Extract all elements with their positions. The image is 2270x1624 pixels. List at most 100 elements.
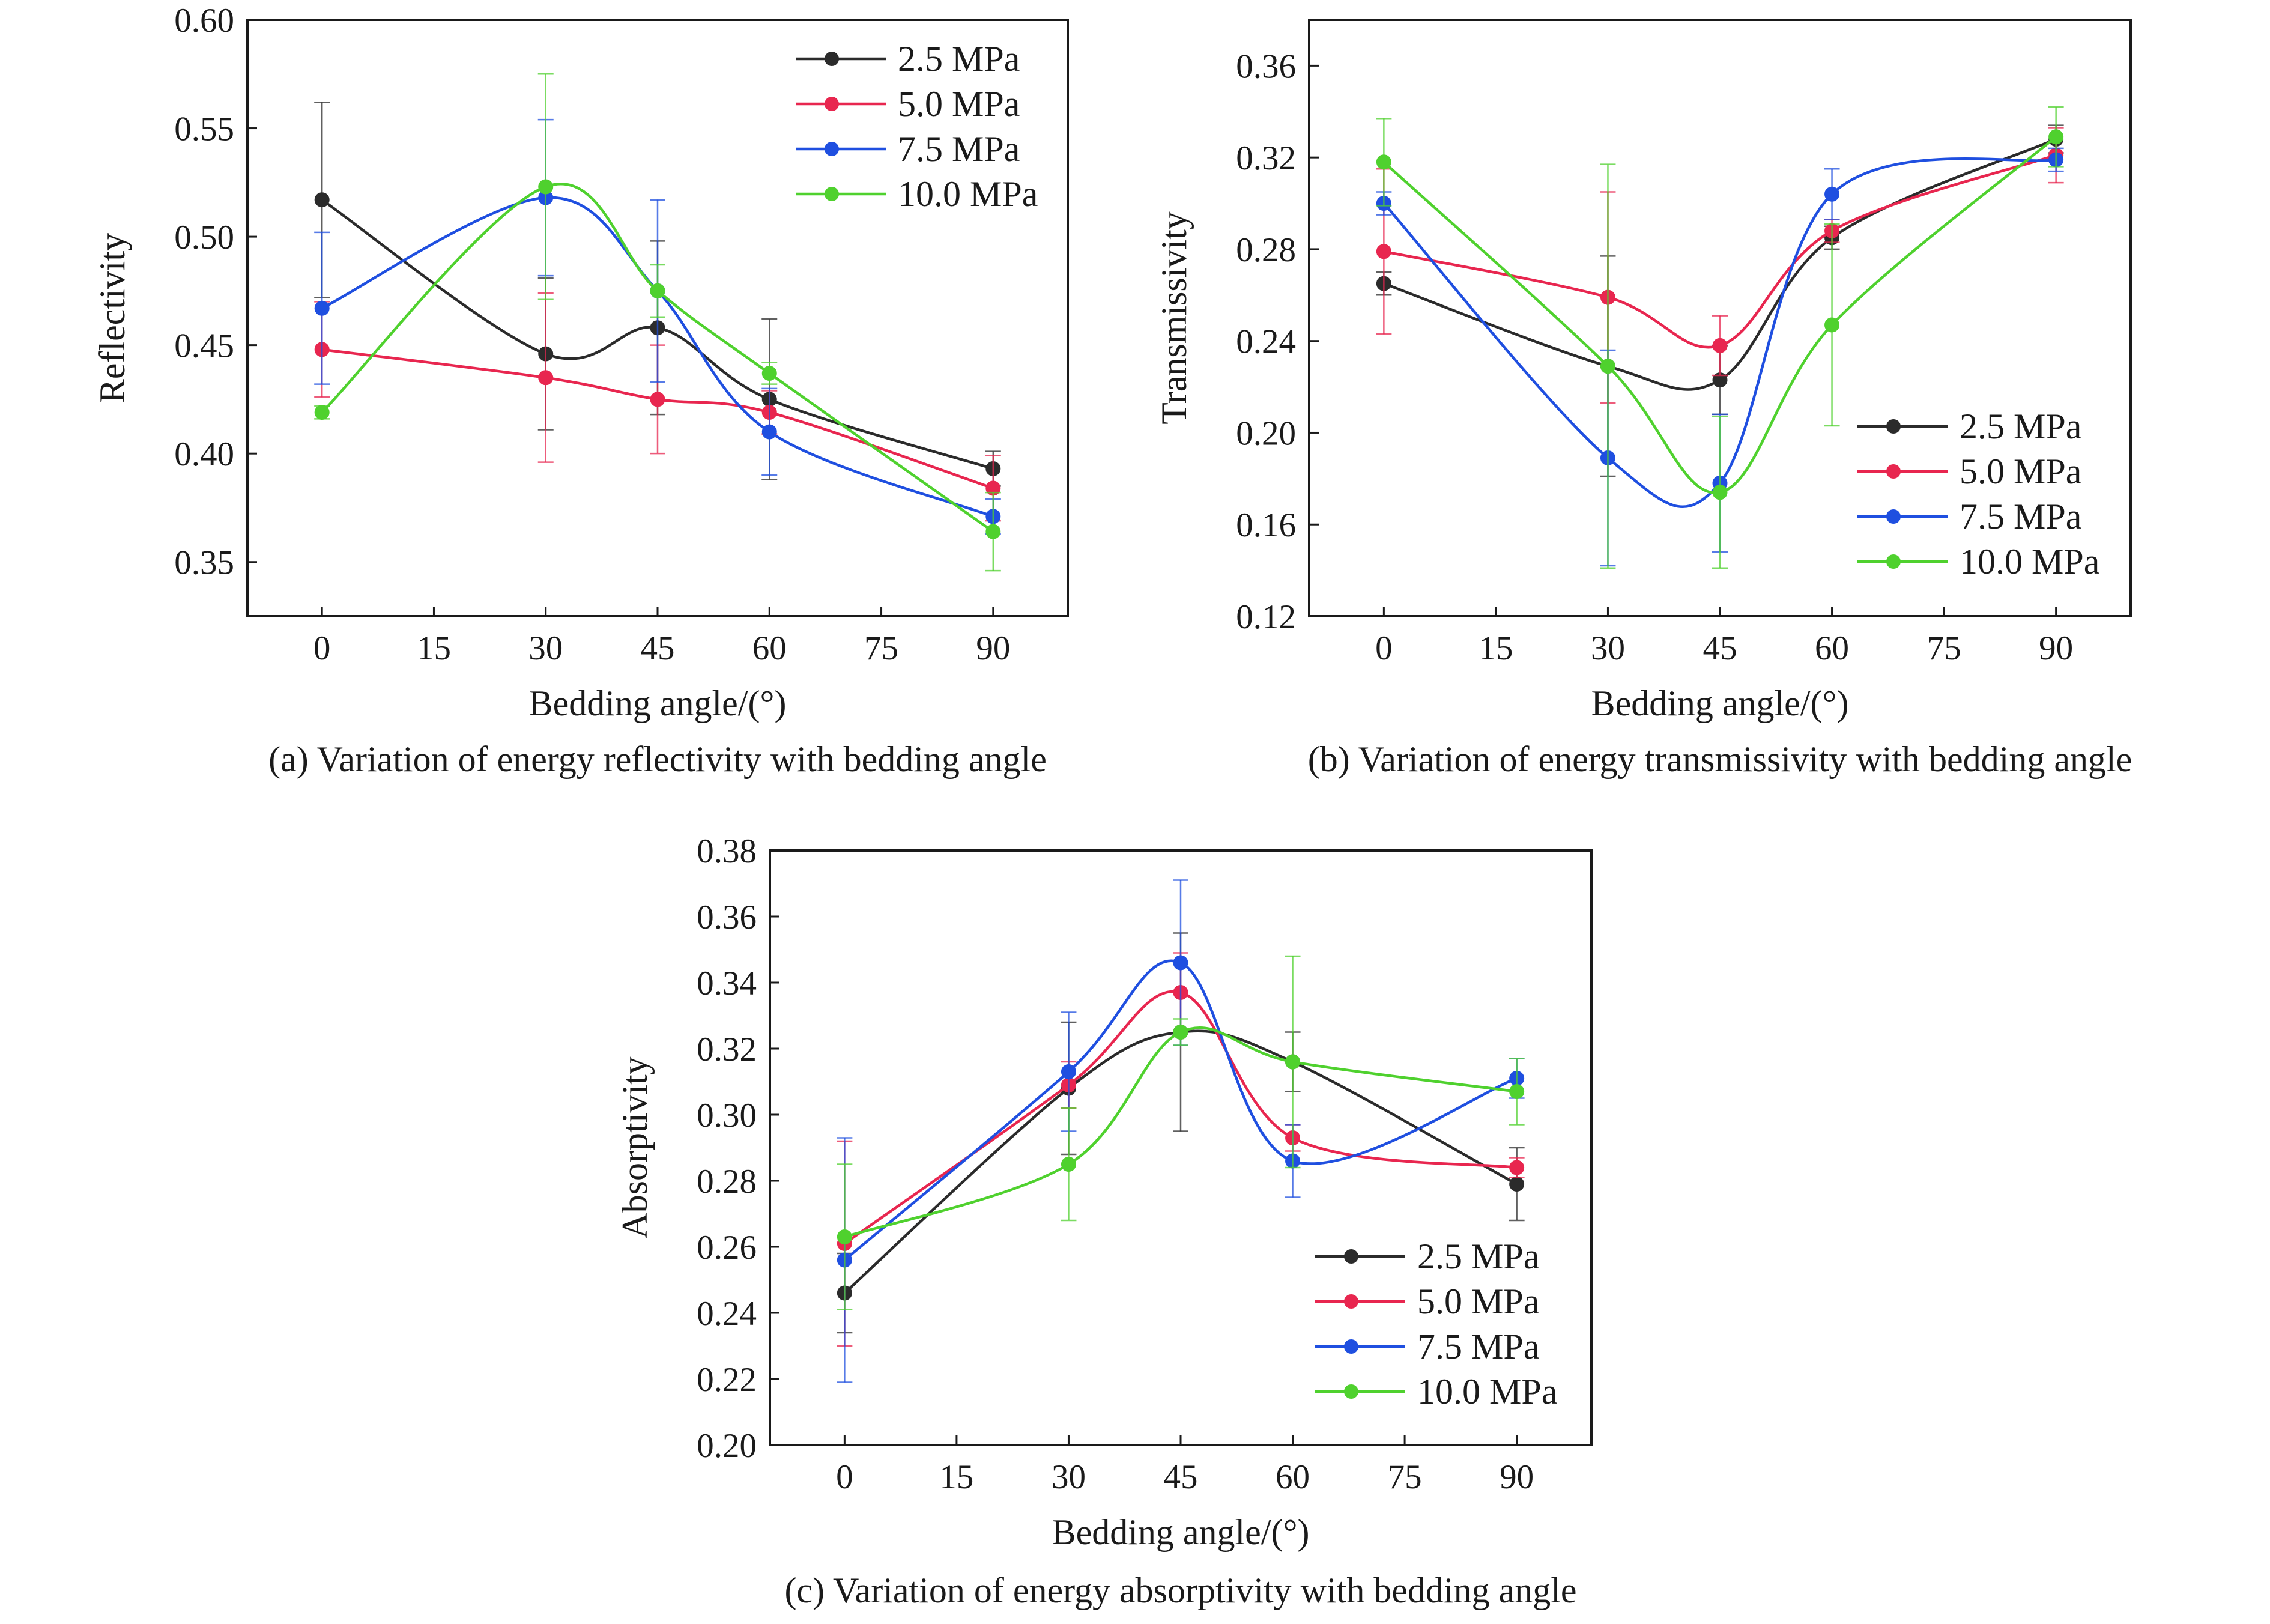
y-tick-label: 0.36 <box>1236 47 1296 85</box>
legend-marker <box>1344 1384 1358 1399</box>
chart-panel-c: 0 15 30 45 60 75 90 0.20 0.22 0.24 0.26 0.28 0.30 0.3… <box>615 832 1593 1610</box>
data-point <box>650 392 665 407</box>
legend-marker <box>1886 509 1901 524</box>
series-10-0-MPa <box>314 73 1001 572</box>
series-10-0-MPa <box>837 955 1525 1310</box>
data-point <box>1824 186 1840 202</box>
x-tick-label: 90 <box>976 629 1010 667</box>
legend-marker <box>825 97 839 111</box>
x-tick-label: 0 <box>313 629 331 667</box>
x-tick-label: 30 <box>1591 629 1625 667</box>
x-tick-label: 45 <box>1164 1458 1198 1496</box>
x-tick-label: 15 <box>417 629 451 667</box>
data-point <box>538 370 554 386</box>
x-tick-label: 60 <box>1815 629 1849 667</box>
data-point <box>1712 338 1728 353</box>
data-point <box>314 192 330 208</box>
y-tick-label: 0.26 <box>697 1229 757 1267</box>
legend-marker <box>1344 1339 1358 1354</box>
x-tick-label: 90 <box>2039 629 2073 667</box>
x-axis-label: Bedding angle/(°) <box>1052 1512 1310 1552</box>
legend-label: 5.0 MPa <box>898 84 1020 124</box>
data-point <box>650 283 665 298</box>
y-tick-label: 0.32 <box>1236 139 1296 177</box>
data-point <box>1376 154 1391 170</box>
panel-caption: (c) Variation of energy absorptivity wit… <box>784 1571 1576 1610</box>
series-5-0-MPa <box>1376 127 2064 404</box>
legend-label: 7.5 MPa <box>898 129 1020 169</box>
data-point <box>985 524 1001 539</box>
x-tick-label: 30 <box>528 629 563 667</box>
data-point <box>314 405 330 420</box>
x-tick-label: 45 <box>1703 629 1737 667</box>
legend-label: 7.5 MPa <box>1417 1327 1539 1366</box>
data-point <box>761 366 777 381</box>
legend-marker <box>1886 464 1901 479</box>
y-tick-label: 0.28 <box>697 1163 757 1201</box>
legend-label: 2.5 MPa <box>1417 1237 1539 1276</box>
legend-label: 2.5 MPa <box>898 39 1020 79</box>
legend-label: 10.0 MPa <box>1417 1372 1557 1411</box>
legend-label: 5.0 MPa <box>1417 1282 1539 1321</box>
x-tick-label: 75 <box>1927 629 1961 667</box>
y-tick-label: 0.24 <box>1236 323 1296 361</box>
data-point <box>837 1229 852 1244</box>
data-point <box>1509 1160 1525 1175</box>
data-point <box>1509 1084 1525 1099</box>
data-point <box>1824 317 1840 333</box>
y-tick-label: 0.20 <box>1236 414 1296 452</box>
legend: 2.5 MPa 5.0 MPa 7.5 MPa 10.0 MPa <box>1315 1237 1557 1411</box>
series-line <box>321 183 994 533</box>
x-tick-label: 75 <box>864 629 898 667</box>
legend: 2.5 MPa 5.0 MPa 7.5 MPa 10.0 MPa <box>1857 407 2099 581</box>
data-point <box>1376 244 1391 259</box>
y-tick-label: 0.22 <box>697 1361 757 1399</box>
y-tick-label: 0.32 <box>697 1031 757 1068</box>
legend-marker <box>825 52 839 66</box>
x-tick-label: 90 <box>1500 1458 1534 1496</box>
y-tick-label: 0.55 <box>174 111 234 148</box>
y-tick-label: 0.35 <box>174 544 234 582</box>
panel-caption: (b) Variation of energy transmissivity w… <box>1308 739 2132 779</box>
y-tick-label: 0.50 <box>174 219 234 256</box>
y-tick-label: 0.38 <box>697 832 757 870</box>
legend-label: 5.0 MPa <box>1960 452 2081 491</box>
legend-label: 10.0 MPa <box>1960 542 2099 581</box>
x-axis-label: Bedding angle/(°) <box>1591 683 1849 723</box>
y-tick-label: 0.34 <box>697 965 757 1002</box>
x-axis-label: Bedding angle/(°) <box>529 683 787 723</box>
x-tick-label: 60 <box>1276 1458 1310 1496</box>
x-tick-label: 0 <box>1375 629 1393 667</box>
data-point <box>1173 1025 1188 1040</box>
legend: 2.5 MPa 5.0 MPa 7.5 MPa 10.0 MPa <box>796 39 1038 214</box>
data-point <box>1061 1064 1076 1079</box>
x-tick-label: 15 <box>1479 629 1513 667</box>
data-point <box>1061 1157 1076 1172</box>
data-point <box>538 179 554 195</box>
legend-label: 2.5 MPa <box>1960 407 2081 446</box>
chart-panel-b: 0 15 30 45 60 75 90 0.12 0.16 0.20 0.24 0.28 0.32 0.3… <box>1154 19 2132 779</box>
series-line <box>1383 138 2057 391</box>
legend-marker <box>1344 1249 1358 1264</box>
legend-label: 10.0 MPa <box>898 174 1038 214</box>
y-tick-label: 0.45 <box>174 327 234 365</box>
legend-marker <box>1886 419 1901 434</box>
chart-panel-a: 0 15 30 45 60 75 90 0.35 0.40 0.45 0.50 0.55 0.60 Bed… <box>92 2 1069 779</box>
data-point <box>1285 1054 1301 1070</box>
y-tick-label: 0.16 <box>1236 506 1296 544</box>
legend-marker <box>1344 1294 1358 1309</box>
legend-marker <box>825 142 839 156</box>
data-point <box>1509 1177 1525 1192</box>
x-tick-label: 30 <box>1052 1458 1086 1496</box>
panel-caption: (a) Variation of energy reflectivity wit… <box>268 739 1047 779</box>
data-point <box>314 300 330 316</box>
data-point <box>1712 485 1728 500</box>
y-tick-label: 0.12 <box>1236 598 1296 636</box>
x-tick-label: 75 <box>1388 1458 1422 1496</box>
data-point <box>1173 955 1188 971</box>
data-point <box>2048 129 2064 145</box>
x-tick-label: 0 <box>836 1458 853 1496</box>
y-tick-label: 0.28 <box>1236 231 1296 269</box>
series-line <box>1382 157 2056 508</box>
